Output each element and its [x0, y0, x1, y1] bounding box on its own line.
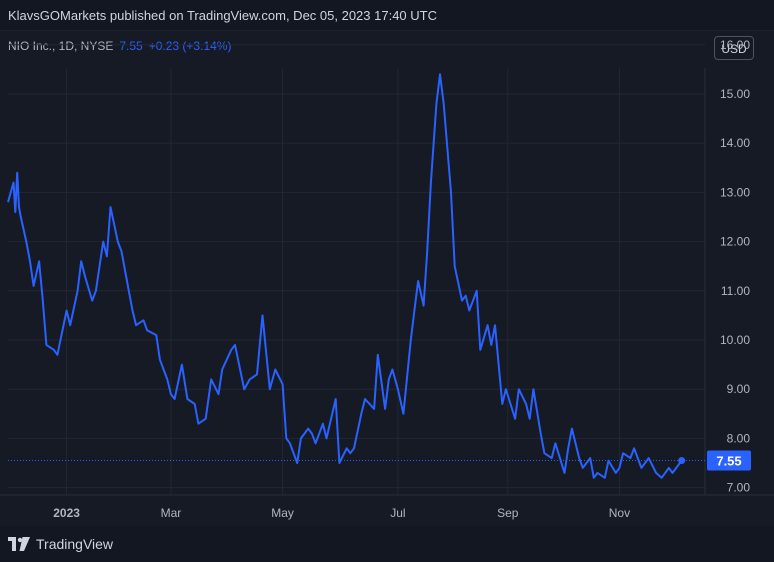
- y-tick-label: 9.00: [727, 382, 751, 396]
- x-tick-label: Nov: [609, 506, 630, 520]
- x-tick-label: Jul: [390, 506, 405, 520]
- last-price-label: 7.55: [716, 454, 741, 469]
- tradingview-logo-icon: [8, 537, 30, 551]
- y-tick-label: 10.00: [720, 333, 750, 347]
- y-tick-label: 14.00: [720, 136, 750, 150]
- x-tick-label: Sep: [497, 506, 519, 520]
- publisher-line: KlavsGOMarkets published on TradingView.…: [8, 8, 437, 23]
- y-tick-label: 8.00: [727, 431, 751, 445]
- symbol-name: NIO Inc., 1D, NYSE: [8, 39, 114, 53]
- x-tick-label: 2023: [53, 506, 80, 520]
- y-tick-label: 12.00: [720, 235, 750, 249]
- y-tick-label: 16.00: [720, 38, 750, 52]
- last-point: [678, 457, 686, 465]
- y-tick-label: 7.00: [727, 481, 751, 495]
- brand-label: TradingView: [36, 536, 114, 552]
- y-tick-label: 11.00: [721, 284, 750, 298]
- currency-button[interactable]: USD: [714, 36, 754, 60]
- symbol-legend: NIO Inc., 1D, NYSE 7.55 +0.23 (+3.14%): [8, 39, 231, 53]
- y-tick-label: 13.00: [720, 185, 750, 199]
- x-tick-label: Mar: [161, 506, 182, 520]
- price-change: +0.23 (+3.14%): [148, 39, 232, 53]
- tradingview-brand[interactable]: TradingView: [8, 536, 113, 552]
- chart-panel[interactable]: NIO Inc., 1D, NYSE 7.55 +0.23 (+3.14%) USD: [0, 30, 774, 527]
- price-chart[interactable]: 16.00 15.00 14.00 13.00 12.00 11.00 10.00 9.00 8…: [0, 30, 774, 526]
- last-price-label-bg: [707, 450, 751, 471]
- publish-header: KlavsGOMarkets published on TradingView.…: [0, 0, 774, 30]
- price-series-line: [7, 73, 683, 479]
- last-price: 7.55: [119, 39, 143, 53]
- footer-bar: TradingView: [0, 526, 774, 562]
- y-tick-label: 15.00: [720, 87, 750, 101]
- x-tick-label: May: [271, 506, 294, 520]
